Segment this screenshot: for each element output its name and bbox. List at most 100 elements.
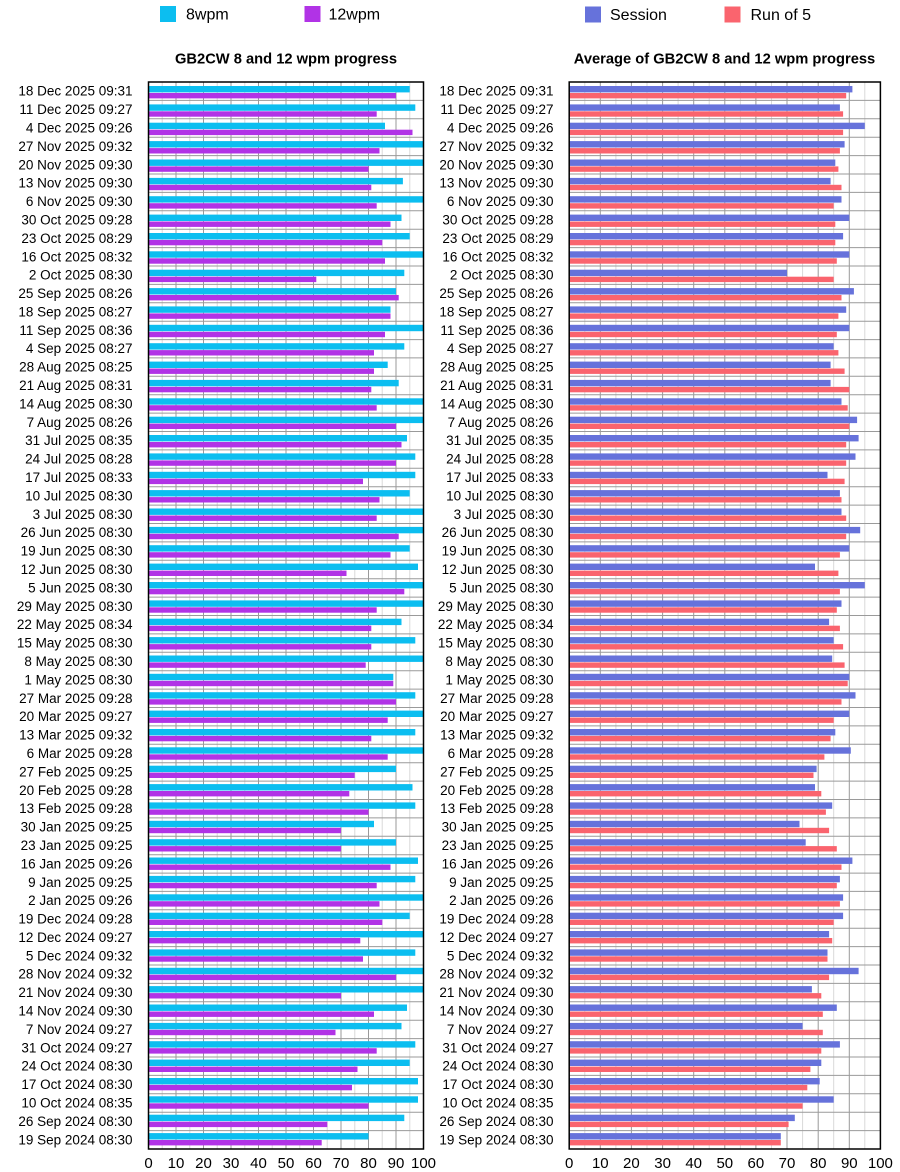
svg-text:19 Jun 2025 08:30: 19 Jun 2025 08:30 <box>442 544 554 559</box>
svg-text:28 Aug 2025 08:25: 28 Aug 2025 08:25 <box>19 360 132 375</box>
svg-text:31 Oct 2024 09:27: 31 Oct 2024 09:27 <box>21 1040 132 1055</box>
svg-text:4 Dec 2025 09:26: 4 Dec 2025 09:26 <box>26 121 133 136</box>
svg-text:23 Oct 2025 08:29: 23 Oct 2025 08:29 <box>442 231 553 246</box>
svg-text:16 Jan 2025 09:26: 16 Jan 2025 09:26 <box>442 856 554 871</box>
svg-text:6 Nov 2025 09:30: 6 Nov 2025 09:30 <box>26 194 133 209</box>
svg-text:14 Aug 2025 08:30: 14 Aug 2025 08:30 <box>440 396 553 411</box>
svg-text:30 Jan 2025 09:25: 30 Jan 2025 09:25 <box>21 820 133 835</box>
svg-text:40: 40 <box>250 1155 267 1172</box>
svg-text:13 Feb 2025 09:28: 13 Feb 2025 09:28 <box>19 801 132 816</box>
svg-text:21 Aug 2025 08:31: 21 Aug 2025 08:31 <box>440 378 553 393</box>
svg-text:14 Nov 2024 09:30: 14 Nov 2024 09:30 <box>439 1004 553 1019</box>
svg-text:20: 20 <box>195 1155 212 1172</box>
svg-text:11 Sep 2025 08:36: 11 Sep 2025 08:36 <box>440 323 553 338</box>
svg-text:26 Sep 2024 08:30: 26 Sep 2024 08:30 <box>18 1114 132 1129</box>
svg-text:24 Oct 2024 08:30: 24 Oct 2024 08:30 <box>442 1059 553 1074</box>
svg-text:10 Jul 2025 08:30: 10 Jul 2025 08:30 <box>446 488 553 503</box>
svg-text:20 Feb 2025 09:28: 20 Feb 2025 09:28 <box>440 783 553 798</box>
svg-text:60: 60 <box>305 1155 322 1172</box>
svg-text:9 Jan 2025 09:25: 9 Jan 2025 09:25 <box>28 875 132 890</box>
svg-text:22 May 2025 08:34: 22 May 2025 08:34 <box>438 617 554 632</box>
svg-text:70: 70 <box>779 1155 796 1172</box>
svg-text:5 Dec 2024 09:32: 5 Dec 2024 09:32 <box>447 948 554 963</box>
svg-text:20: 20 <box>623 1155 640 1172</box>
svg-text:8 May 2025 08:30: 8 May 2025 08:30 <box>24 654 132 669</box>
svg-text:7 Nov 2024 09:27: 7 Nov 2024 09:27 <box>26 1022 133 1037</box>
svg-text:10: 10 <box>168 1155 185 1172</box>
svg-text:13 Mar 2025 09:32: 13 Mar 2025 09:32 <box>440 728 553 743</box>
svg-text:28 Nov 2024 09:32: 28 Nov 2024 09:32 <box>439 967 553 982</box>
svg-text:30 Jan 2025 09:25: 30 Jan 2025 09:25 <box>442 820 554 835</box>
svg-text:27 Feb 2025 09:25: 27 Feb 2025 09:25 <box>440 764 553 779</box>
svg-text:31 Jul 2025 08:35: 31 Jul 2025 08:35 <box>25 433 132 448</box>
svg-text:24 Oct 2024 08:30: 24 Oct 2024 08:30 <box>21 1059 132 1074</box>
svg-text:1 May 2025 08:30: 1 May 2025 08:30 <box>445 672 553 687</box>
svg-text:24 Jul 2025 08:28: 24 Jul 2025 08:28 <box>446 452 553 467</box>
svg-text:0: 0 <box>144 1155 152 1172</box>
svg-text:28 Nov 2024 09:32: 28 Nov 2024 09:32 <box>18 967 132 982</box>
svg-text:13 Feb 2025 09:28: 13 Feb 2025 09:28 <box>440 801 553 816</box>
svg-text:27 Mar 2025 09:28: 27 Mar 2025 09:28 <box>19 691 132 706</box>
svg-text:11 Dec 2025 09:27: 11 Dec 2025 09:27 <box>440 102 553 117</box>
svg-text:29 May 2025 08:30: 29 May 2025 08:30 <box>17 599 133 614</box>
svg-text:30 Oct 2025 09:28: 30 Oct 2025 09:28 <box>442 213 553 228</box>
svg-text:23 Jan 2025 09:25: 23 Jan 2025 09:25 <box>21 838 133 853</box>
svg-text:6 Mar 2025 09:28: 6 Mar 2025 09:28 <box>27 746 133 761</box>
svg-text:2 Jan 2025 09:26: 2 Jan 2025 09:26 <box>28 893 132 908</box>
svg-text:20 Mar 2025 09:27: 20 Mar 2025 09:27 <box>440 709 553 724</box>
svg-text:12 Dec 2024 09:27: 12 Dec 2024 09:27 <box>439 930 553 945</box>
svg-text:Session: Session <box>610 7 667 24</box>
svg-text:28 Aug 2025 08:25: 28 Aug 2025 08:25 <box>440 360 553 375</box>
svg-text:13 Mar 2025 09:32: 13 Mar 2025 09:32 <box>19 728 132 743</box>
svg-text:19 Sep 2024 08:30: 19 Sep 2024 08:30 <box>18 1132 132 1147</box>
svg-text:5 Dec 2024 09:32: 5 Dec 2024 09:32 <box>26 948 133 963</box>
svg-text:50: 50 <box>716 1155 733 1172</box>
svg-text:80: 80 <box>810 1155 827 1172</box>
svg-text:Run of 5: Run of 5 <box>751 7 812 24</box>
svg-text:4 Sep 2025 08:27: 4 Sep 2025 08:27 <box>26 341 133 356</box>
svg-text:80: 80 <box>360 1155 377 1172</box>
svg-text:13 Nov 2025 09:30: 13 Nov 2025 09:30 <box>439 176 553 191</box>
svg-text:26 Jun 2025 08:30: 26 Jun 2025 08:30 <box>442 525 554 540</box>
svg-text:20 Nov 2025 09:30: 20 Nov 2025 09:30 <box>439 157 553 172</box>
svg-text:27 Nov 2025 09:32: 27 Nov 2025 09:32 <box>18 139 132 154</box>
svg-text:17 Oct 2024 08:30: 17 Oct 2024 08:30 <box>21 1077 132 1092</box>
svg-text:27 Mar 2025 09:28: 27 Mar 2025 09:28 <box>440 691 553 706</box>
svg-text:100: 100 <box>411 1155 436 1172</box>
svg-text:18 Sep 2025 08:27: 18 Sep 2025 08:27 <box>439 305 553 320</box>
svg-text:27 Nov 2025 09:32: 27 Nov 2025 09:32 <box>439 139 553 154</box>
svg-text:2 Oct 2025 08:30: 2 Oct 2025 08:30 <box>29 268 133 283</box>
svg-text:17 Jul 2025 08:33: 17 Jul 2025 08:33 <box>25 470 132 485</box>
svg-text:3 Jul 2025 08:30: 3 Jul 2025 08:30 <box>33 507 133 522</box>
svg-text:0: 0 <box>565 1155 573 1172</box>
svg-text:10 Oct 2024 08:35: 10 Oct 2024 08:35 <box>442 1096 553 1111</box>
svg-text:16 Oct 2025 08:32: 16 Oct 2025 08:32 <box>442 249 553 264</box>
svg-text:22 May 2025 08:34: 22 May 2025 08:34 <box>17 617 133 632</box>
svg-text:10: 10 <box>592 1155 609 1172</box>
svg-text:12 Jun 2025 08:30: 12 Jun 2025 08:30 <box>21 562 133 577</box>
svg-text:20 Nov 2025 09:30: 20 Nov 2025 09:30 <box>18 157 132 172</box>
svg-text:18 Dec 2025 09:31: 18 Dec 2025 09:31 <box>439 84 553 99</box>
svg-text:19 Dec 2024 09:28: 19 Dec 2024 09:28 <box>18 912 132 927</box>
svg-text:29 May 2025 08:30: 29 May 2025 08:30 <box>438 599 554 614</box>
svg-text:2 Oct 2025 08:30: 2 Oct 2025 08:30 <box>450 268 554 283</box>
svg-text:5 Jun 2025 08:30: 5 Jun 2025 08:30 <box>28 580 132 595</box>
svg-text:4 Dec 2025 09:26: 4 Dec 2025 09:26 <box>447 121 554 136</box>
svg-text:25 Sep 2025 08:26: 25 Sep 2025 08:26 <box>18 286 132 301</box>
svg-text:100: 100 <box>868 1155 893 1172</box>
svg-text:50: 50 <box>278 1155 295 1172</box>
svg-text:20 Mar 2025 09:27: 20 Mar 2025 09:27 <box>19 709 132 724</box>
svg-text:12 Dec 2024 09:27: 12 Dec 2024 09:27 <box>18 930 132 945</box>
svg-text:4 Sep 2025 08:27: 4 Sep 2025 08:27 <box>447 341 554 356</box>
svg-text:15 May 2025 08:30: 15 May 2025 08:30 <box>438 636 554 651</box>
svg-text:3 Jul 2025 08:30: 3 Jul 2025 08:30 <box>454 507 554 522</box>
svg-text:21 Nov 2024 09:30: 21 Nov 2024 09:30 <box>439 985 553 1000</box>
svg-text:8 May 2025 08:30: 8 May 2025 08:30 <box>445 654 553 669</box>
svg-text:10 Jul 2025 08:30: 10 Jul 2025 08:30 <box>25 488 132 503</box>
svg-text:30 Oct 2025 09:28: 30 Oct 2025 09:28 <box>21 213 132 228</box>
svg-text:GB2CW 8 and 12 wpm progress: GB2CW 8 and 12 wpm progress <box>175 52 397 68</box>
svg-text:70: 70 <box>333 1155 350 1172</box>
svg-text:12 Jun 2025 08:30: 12 Jun 2025 08:30 <box>442 562 554 577</box>
svg-text:14 Aug 2025 08:30: 14 Aug 2025 08:30 <box>19 396 132 411</box>
svg-text:6 Mar 2025 09:28: 6 Mar 2025 09:28 <box>448 746 554 761</box>
